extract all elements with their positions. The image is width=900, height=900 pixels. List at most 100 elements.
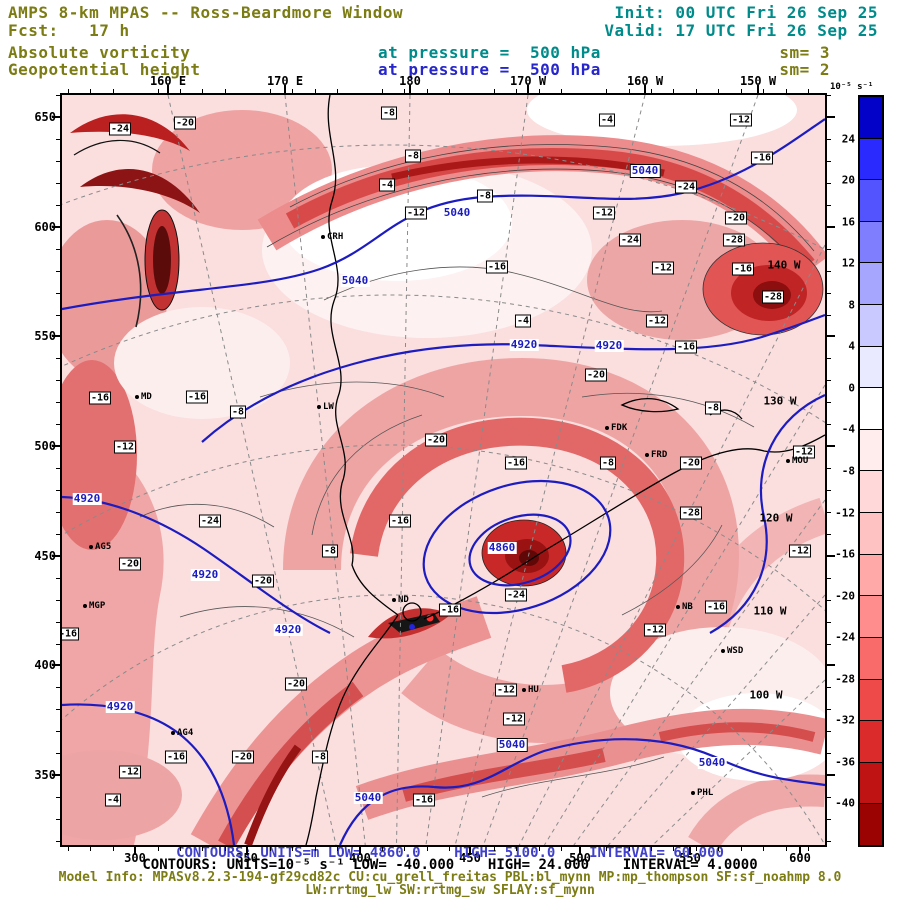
axis-tick: [56, 424, 60, 426]
axis-tick: [827, 511, 831, 513]
vorticity-contour-label: -20: [424, 433, 448, 447]
field2-smoothing: sm= 2: [779, 60, 830, 79]
axis-tick: [56, 314, 60, 316]
field2-name: Geopotential height: [8, 60, 201, 79]
axis-tick: [740, 847, 742, 851]
vorticity-contour-label: -8: [229, 405, 247, 419]
colorbar-tick-label: -4: [841, 422, 855, 436]
vorticity-contour-label: -8: [321, 544, 339, 558]
axis-tick: [426, 89, 428, 93]
axis-tick: [827, 116, 835, 118]
axis-tick: [409, 85, 411, 93]
vorticity-contour-label: -12: [118, 765, 142, 779]
axis-tick: [718, 847, 720, 851]
vorticity-contour-label: -8: [704, 401, 722, 415]
field1-name: Absolute vorticity: [8, 43, 191, 62]
axis-tick: [292, 847, 294, 851]
vorticity-contour-label: -12: [651, 261, 675, 275]
height-contour-label: 5040: [353, 791, 383, 804]
axis-tick: [527, 85, 529, 93]
field1-smoothing: sm= 3: [779, 43, 830, 62]
vorticity-contour-label: -20: [284, 677, 308, 691]
colorbar-units-label: 10⁻⁵ s⁻¹: [830, 82, 874, 92]
vorticity-contour-label: -8: [599, 456, 617, 470]
left-axis-label: 550: [34, 329, 56, 343]
axis-tick: [56, 138, 60, 140]
colorbar-cell: [860, 180, 882, 222]
height-contour-label: 5040: [340, 274, 370, 287]
axis-tick: [134, 847, 136, 855]
longitude-label: 100 W: [749, 688, 783, 702]
vorticity-contour-label: -12: [502, 712, 526, 726]
axis-tick: [56, 797, 60, 799]
vorticity-colorbar: 10⁻⁵ s⁻¹ 24 20 16 12 8 4 0 -4 -8 -12 -16 -20 -24 -28 -…: [830, 82, 884, 847]
axis-tick: [827, 621, 831, 623]
axis-tick: [112, 89, 114, 93]
axis-tick: [269, 847, 271, 851]
station-marker: NB: [676, 602, 693, 612]
top-axis-label: 170 W: [509, 74, 547, 88]
axis-tick: [56, 292, 60, 294]
axis-tick: [827, 533, 831, 535]
bottom-axis-label: 400: [349, 851, 371, 865]
axis-tick: [827, 731, 831, 733]
forecast-hour: Fcst: 17 h: [8, 21, 130, 40]
colorbar-cell: [860, 637, 882, 680]
axis-tick: [628, 89, 630, 93]
axis-tick: [52, 445, 60, 447]
colorbar-cell: [860, 429, 882, 472]
top-axis-label: 150 W: [739, 74, 777, 88]
axis-tick: [56, 402, 60, 404]
vorticity-contour-label: -16: [164, 750, 188, 764]
axis-tick: [827, 664, 835, 666]
left-axis-label: 450: [34, 549, 56, 563]
left-axis-label: 400: [34, 658, 56, 672]
axis-tick: [56, 204, 60, 206]
vorticity-contour-label: -20: [679, 456, 703, 470]
left-axis-label: 600: [34, 220, 56, 234]
axis-tick: [56, 687, 60, 689]
axis-tick: [606, 847, 608, 851]
station-marker: PHL: [691, 788, 713, 798]
vorticity-contour-label: -20: [231, 750, 255, 764]
axis-tick: [52, 774, 60, 776]
colorbar-cell: [860, 471, 882, 514]
coastline: [305, 95, 825, 845]
map-label-overlay: -24 -20 -8 -8 -4 -12 -16 -4 -12 -8 -24 -20 -12 -28 -24…: [62, 95, 825, 845]
axis-tick: [827, 841, 831, 843]
station-marker: MOU: [786, 456, 808, 466]
height-contour-info-line: CONTOURS: UNITS=m LOW= 4860.0 HIGH= 5100…: [176, 845, 724, 861]
axis-tick: [763, 847, 765, 851]
colorbar-tick-label: -40: [835, 796, 855, 810]
height-contour-label: 5040: [697, 756, 727, 769]
bottom-axis-label: 300: [124, 851, 146, 865]
axis-tick: [827, 226, 835, 228]
axis-tick: [827, 314, 831, 316]
axis-tick: [827, 774, 835, 776]
axis-tick: [157, 847, 159, 851]
vorticity-contour-label: -8: [311, 750, 329, 764]
axis-tick: [516, 847, 518, 851]
axis-tick: [827, 797, 831, 799]
axis-tick: [56, 468, 60, 470]
height-contour-label: 4920: [594, 339, 624, 352]
axis-tick: [799, 847, 801, 855]
axis-tick: [269, 89, 271, 93]
axis-tick: [56, 490, 60, 492]
colorbar-cell: [860, 679, 882, 722]
height-contour-label: 4920: [105, 700, 135, 713]
axis-tick: [56, 358, 60, 360]
axis-tick: [827, 95, 831, 97]
axis-tick: [404, 847, 406, 851]
station-marker: FDK: [605, 423, 627, 433]
vorticity-contour-info-line: CONTOURS: UNITS=10⁻⁵ s⁻¹ LOW= -40.000 HI…: [142, 857, 758, 873]
left-axis-label: 500: [34, 439, 56, 453]
axis-tick: [827, 555, 835, 557]
vorticity-contour-label: -4: [598, 113, 616, 127]
axis-tick: [56, 380, 60, 382]
longitude-label: 140 W: [767, 258, 801, 272]
colorbar-tick-label: -16: [835, 547, 855, 561]
axis-tick: [167, 85, 169, 93]
axis-tick: [827, 292, 831, 294]
left-grid-axis: 650 600 550 500 450 400 350: [0, 95, 58, 845]
